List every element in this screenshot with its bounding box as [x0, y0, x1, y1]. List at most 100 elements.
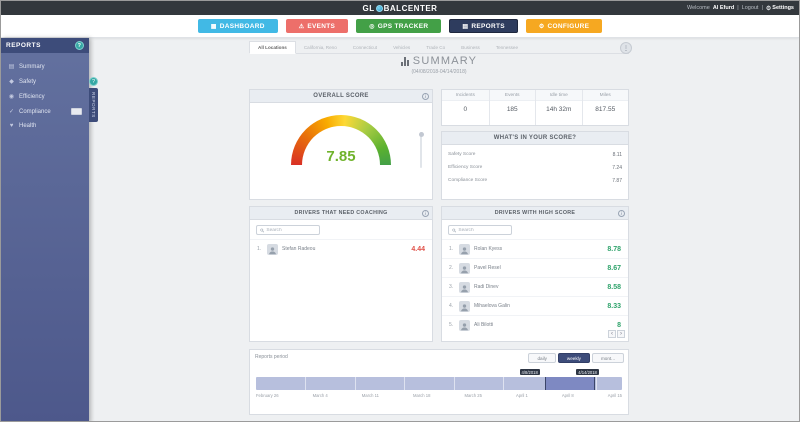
stats-grid: Incidents 0 Events 185 Idle time 14h 32m…	[442, 90, 628, 125]
stat-label: Events	[489, 90, 535, 101]
driver-score: 8	[617, 321, 621, 329]
driver-name: Stefan Radeou	[282, 246, 316, 252]
dashboard-button[interactable]: ▦ DASHBOARD	[197, 19, 278, 33]
driver-score: 8.78	[607, 245, 621, 253]
driver-name: Mihaelova Galin	[474, 303, 510, 309]
username: Al Efurd	[712, 5, 735, 11]
driver-name: Ali Bilotti	[474, 322, 494, 328]
configure-button[interactable]: ⚙ CONFIGURE	[525, 19, 603, 33]
driver-rank: 1.	[257, 246, 262, 252]
configure-gear-icon: ⚙	[538, 23, 545, 30]
daily-button[interactable]: daily	[528, 353, 556, 363]
sidebar-item-summary[interactable]: ▤ Summary	[1, 59, 89, 74]
gps-tracker-button[interactable]: ◎ GPS TRACKER	[356, 19, 442, 33]
tab-location-1[interactable]: California, Reno	[303, 45, 337, 50]
driver-rank: 3.	[449, 284, 454, 290]
info-icon[interactable]: i	[422, 93, 429, 100]
driver-rank: 2.	[449, 265, 454, 271]
reports-button[interactable]: ▤ REPORTS	[449, 19, 518, 33]
gps-target-icon: ◎	[369, 23, 375, 30]
high-score-driver-row[interactable]: 5. Ali Bilotti 8	[442, 315, 628, 334]
compliance-score-row: Compliance Score 7.87	[442, 171, 628, 184]
configure-label: CONFIGURE	[547, 22, 590, 30]
high-score-driver-row[interactable]: 3. Radi Dinev 8.58	[442, 277, 628, 296]
sidebar-menu: ▤ Summary ◆ Safety ◉ Efficiency ✓ Compli…	[1, 53, 89, 133]
stat-value: 0	[463, 106, 468, 113]
stats-card: Incidents 0 Events 185 Idle time 14h 32m…	[441, 89, 629, 126]
logout-link[interactable]: Logout	[741, 5, 759, 11]
events-button[interactable]: ⚠ EVENTS	[285, 19, 349, 33]
sidebar-item-compliance[interactable]: ✓ Compliance	[1, 104, 89, 119]
axis-label: March 4	[312, 393, 328, 398]
tab-location-4[interactable]: Trade Co	[426, 45, 446, 50]
weekly-button[interactable]: weekly	[557, 353, 590, 363]
safety-score-label: Safety Score	[448, 152, 476, 157]
sidebar-item-health[interactable]: ♥ Health	[1, 119, 89, 133]
high-score-driver-row[interactable]: 2. Pavel Resel 8.67	[442, 258, 628, 277]
gauge-scale-slider[interactable]	[418, 132, 424, 168]
sidebar-item-efficiency[interactable]: ◉ Efficiency	[1, 89, 89, 104]
driver-score: 8.33	[607, 302, 621, 310]
dashboard-label: DASHBOARD	[219, 22, 265, 30]
settings-link[interactable]: ⚙ Settings	[766, 5, 794, 12]
safety-score-value: 8.11	[612, 151, 622, 158]
sidebar-item-label: Health	[19, 123, 37, 129]
monthly-button[interactable]: mont...	[591, 353, 624, 363]
topbar-user-area: Welcome Al Efurd | Logout | ⚙ Settings	[687, 1, 794, 15]
info-icon[interactable]: i	[422, 210, 429, 217]
compliance-tooltip-badge	[71, 108, 82, 115]
sidebar-header: REPORTS ?	[1, 38, 89, 53]
page-title: SUMMARY	[412, 55, 478, 67]
next-page-button[interactable]: ›	[617, 330, 625, 338]
coaching-search-input[interactable]	[266, 227, 316, 233]
tab-location-3[interactable]: Vehicles	[393, 45, 411, 50]
driver-score: 8.67	[607, 264, 621, 272]
driver-name: Pavel Resel	[474, 265, 501, 271]
safety-score-bar-track	[500, 151, 603, 158]
help-bubble-icon[interactable]: ?	[75, 41, 84, 50]
shield-icon: ◆	[9, 79, 14, 85]
timeline-divider	[596, 377, 598, 390]
summary-icon: ▤	[8, 64, 15, 70]
reports-label: REPORTS	[471, 22, 505, 30]
timeline-divider	[503, 377, 505, 390]
safety-score-row: Safety Score 8.11	[442, 145, 628, 158]
coaching-header: DRIVERS THAT NEED COACHING i	[250, 207, 432, 220]
driver-name: Radi Dinev	[474, 284, 499, 290]
period-timeline[interactable]: 4/8/2018 4/14/2018	[256, 369, 622, 390]
driver-avatar	[459, 319, 470, 331]
warning-icon: ⚠	[298, 23, 305, 30]
info-icon[interactable]: i	[618, 210, 625, 217]
sidebar-item-label: Safety	[19, 78, 37, 85]
tab-location-5[interactable]: Business	[461, 45, 480, 50]
high-score-driver-row[interactable]: 4. Mihaelova Galin 8.33	[442, 296, 628, 315]
sidebar-title: REPORTS	[6, 42, 41, 49]
high-score-searchbox	[448, 225, 512, 235]
prev-page-button[interactable]: ‹	[608, 330, 616, 338]
divider: |	[761, 5, 763, 11]
coaching-driver-row[interactable]: 1. Stefan Radeou 4.44	[250, 239, 432, 258]
tab-location-2[interactable]: Connecticut	[352, 45, 378, 50]
pagination: ‹ ›	[608, 330, 625, 338]
sidebar-item-label: Summary	[19, 63, 45, 70]
stat-label: Miles	[582, 90, 628, 101]
sidebar-item-safety[interactable]: ◆ Safety	[1, 74, 89, 89]
high-score-search-input[interactable]	[458, 227, 508, 233]
welcome-label: Welcome	[686, 5, 710, 11]
checkmark-icon: ✓	[8, 109, 15, 115]
gps-tracker-label: GPS TRACKER	[377, 22, 429, 30]
options-icon[interactable]: ⋮	[620, 42, 632, 54]
timeline-divider	[453, 377, 455, 390]
flyout-reports-tab[interactable]: REPORTS	[89, 88, 98, 122]
flyout-help-icon[interactable]: ?	[89, 77, 98, 86]
tab-all-locations[interactable]: All Locations	[249, 41, 296, 54]
reports-period-card: Reports period daily weekly mont... 4/8/…	[249, 349, 629, 415]
high-score-driver-row[interactable]: 1. Rolan Kyess 8.78	[442, 239, 628, 258]
heart-icon: ♥	[9, 123, 14, 129]
divider: |	[737, 5, 739, 11]
tab-location-6[interactable]: Tennessee	[495, 45, 519, 50]
overall-score-card: OVERALL SCORE i 7.85	[249, 89, 433, 200]
reports-sidebar: REPORTS ? ▤ Summary ◆ Safety ◉ Efficienc…	[1, 38, 89, 421]
axis-label: April 1	[515, 393, 528, 398]
selected-period-range[interactable]	[545, 377, 595, 390]
